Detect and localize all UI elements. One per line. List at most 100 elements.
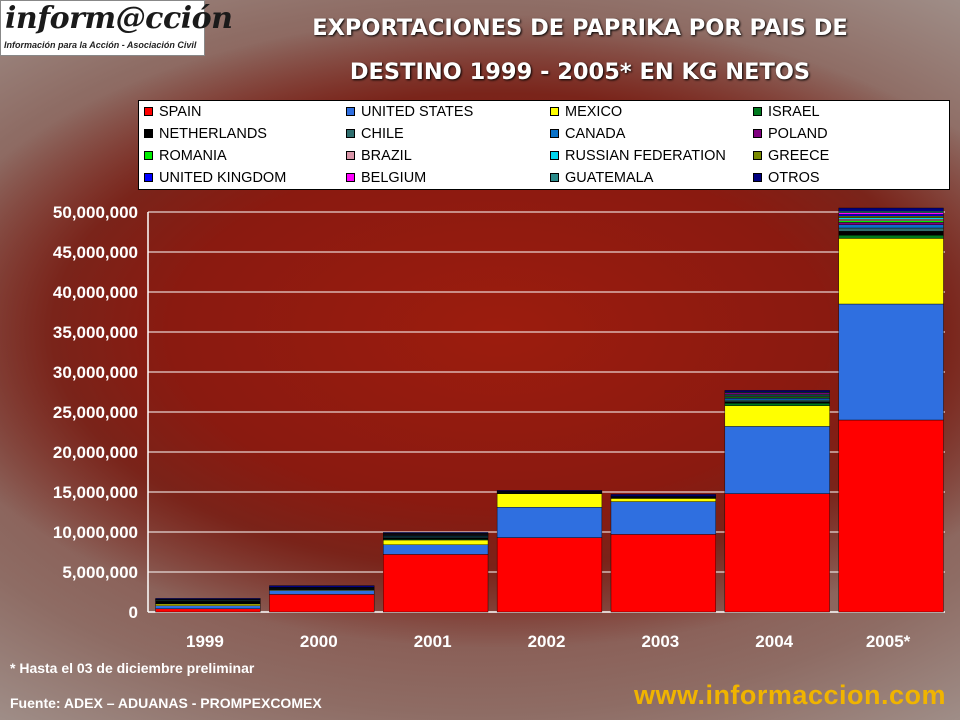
legend-swatch [753,150,762,160]
legend-swatch [753,172,762,182]
bar-segment [155,601,261,604]
legend-swatch [346,128,355,138]
bar-segment [496,537,603,613]
source-note: Fuente: ADEX – ADUANAS - PROMPEXCOMEX [10,695,322,711]
bar-segment [155,608,261,613]
bar-segment [838,419,944,613]
bar-segment [496,507,603,538]
bar-segment [838,214,944,217]
bar-segment [724,399,830,402]
bar-segment [269,590,375,595]
x-tick-label: 2005* [866,632,911,651]
y-tick-label: 25,000,000 [53,403,138,422]
legend-swatch [144,150,153,160]
bar-segment [496,490,603,492]
bar-segment [838,212,944,215]
legend-label: UNITED STATES [361,104,474,120]
legend-label: SPAIN [159,104,202,120]
legend-swatch [144,172,153,182]
bar-segment [838,224,944,229]
bar-segment [610,494,716,497]
logo-text: inform@cción [5,1,233,36]
legend-label: GREECE [768,148,830,164]
y-tick-label: 30,000,000 [53,363,138,382]
legend-label: OTROS [768,170,820,186]
y-tick-label: 50,000,000 [53,203,138,222]
bar-segment [838,222,944,225]
x-tick-label: 2000 [300,632,338,651]
bar-segment [610,534,716,613]
legend-label: POLAND [768,126,828,142]
legend-label: BELGIUM [361,170,427,186]
legend-swatch [753,128,762,138]
bar-segment [724,493,830,613]
legend-label: MEXICO [565,104,623,120]
x-tick-label: 1999 [186,632,224,651]
legend-item: BELGIUM [346,167,426,189]
legend-swatch [346,150,355,160]
legend-item: MEXICO [550,101,622,123]
legend-item: BRAZIL [346,145,412,167]
legend-swatch [550,128,559,138]
legend-item: UNITED STATES [346,101,473,123]
chart-title-line-1: EXPORTACIONES DE PAPRIKA POR PAIS DE [312,15,848,41]
legend-item: ISRAEL [753,101,820,123]
legend-swatch [550,150,559,160]
legend-item: ROMANIA [144,145,227,167]
legend-swatch [753,106,762,116]
bar-segment [724,403,830,406]
legend-label: NETHERLANDS [159,126,267,142]
bar-segment [383,532,489,534]
logo-tagline: Información para la Acción - Asociación … [4,40,197,50]
legend-item: CANADA [550,123,625,145]
legend-label: CANADA [565,126,626,142]
website-link[interactable]: www.informaccion.com [633,680,946,710]
bar-segment [838,210,944,213]
bar-segment [610,501,716,535]
x-tick-label: 2003 [641,632,679,651]
bar-segment [383,554,489,613]
x-tick-label: 2002 [528,632,566,651]
legend-label: UNITED KINGDOM [159,170,287,186]
bar-segment [269,585,375,588]
bar-segment [155,605,261,609]
bar-segment [496,493,603,508]
bar-segment [838,238,944,305]
bar-segment [838,230,944,236]
bar-segment [724,405,830,427]
bar-segment [383,544,489,555]
bar-segment [724,401,830,404]
y-tick-label: 10,000,000 [53,523,138,542]
bar-segment [838,234,944,239]
bar-segment [838,217,944,220]
legend-swatch [144,128,153,138]
legend-swatch [144,106,153,116]
chart-title: EXPORTACIONES DE PAPRIKA POR PAIS DE DES… [215,6,945,94]
legend-item: SPAIN [144,101,201,123]
legend-label: CHILE [361,126,404,142]
bar-segment [724,390,830,393]
bar-segment [838,218,944,221]
legend-swatch [550,106,559,116]
legend-label: ISRAEL [768,104,820,120]
legend-item: NETHERLANDS [144,123,267,145]
y-tick-label: 0 [129,603,138,622]
y-tick-label: 20,000,000 [53,443,138,462]
y-tick-label: 35,000,000 [53,323,138,342]
y-tick-label: 45,000,000 [53,243,138,262]
y-tick-label: 40,000,000 [53,283,138,302]
legend-swatch [346,106,355,116]
y-tick-label: 5,000,000 [62,563,138,582]
bar-segment [724,426,830,494]
bar-segment [838,215,944,218]
legend-item: GREECE [753,145,829,167]
legend-item: RUSSIAN FEDERATION [550,145,726,167]
chart-legend: SPAIN UNITED STATES MEXICO ISRAEL NETHERLAND… [138,100,950,190]
legend-label: BRAZIL [361,148,412,164]
footnote: * Hasta el 03 de diciembre preliminar [10,660,255,676]
bar-segment [610,498,716,502]
legend-label: GUATEMALA [565,170,654,186]
legend-item: OTROS [753,167,820,189]
legend-item: GUATEMALA [550,167,653,189]
